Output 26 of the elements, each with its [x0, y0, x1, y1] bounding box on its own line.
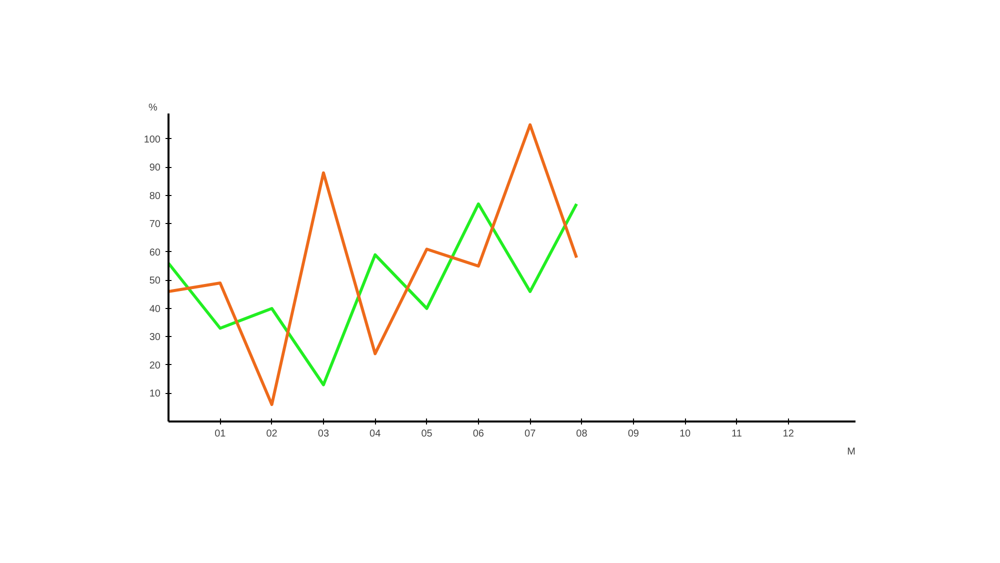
x-tick-label: 11: [732, 428, 742, 440]
x-tick-label: 04: [370, 428, 382, 440]
y-tick-label: 50: [149, 276, 161, 287]
x-tick-label: 02: [266, 428, 278, 440]
x-axis-title: M: [847, 446, 856, 458]
x-tick-label: 05: [421, 428, 433, 440]
y-tick-label: 90: [149, 162, 161, 174]
y-tick-label: 60: [149, 247, 161, 258]
y-tick-label: 80: [149, 190, 161, 202]
y-tick-label: 40: [149, 304, 161, 315]
x-tick-label: 06: [472, 428, 484, 440]
y-tick-label: 70: [149, 219, 161, 230]
y-tick-label: 30: [149, 332, 161, 344]
x-tick-label: 03: [318, 428, 330, 440]
y-tick-label: 20: [149, 360, 161, 372]
line-series: [168, 202, 578, 386]
x-tick-label: 07: [524, 428, 536, 440]
x-tick-label: 08: [576, 428, 588, 440]
y-tick-label: 100: [144, 134, 161, 146]
line-series: [168, 123, 578, 406]
x-tick-label: 01: [214, 428, 226, 440]
y-tick-label: 10: [149, 388, 161, 400]
x-tick-label: 09: [628, 428, 640, 440]
x-tick-label: 10: [679, 428, 692, 440]
y-axis-title: %: [148, 102, 158, 114]
x-tick-label: 12: [782, 428, 794, 440]
